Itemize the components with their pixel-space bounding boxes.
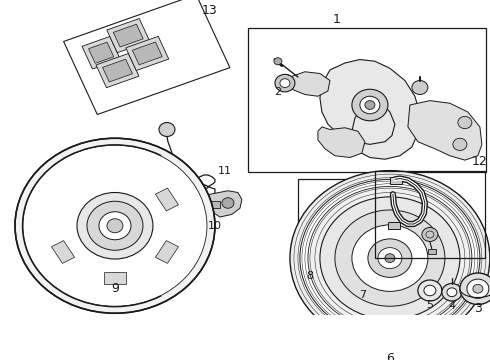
Circle shape <box>460 273 490 305</box>
Circle shape <box>368 223 382 235</box>
Circle shape <box>300 179 480 337</box>
Circle shape <box>365 101 375 109</box>
Text: 6: 6 <box>386 352 394 360</box>
Circle shape <box>352 225 428 291</box>
Circle shape <box>385 254 395 262</box>
Polygon shape <box>318 127 365 158</box>
Bar <box>390 177 402 184</box>
Polygon shape <box>51 240 74 264</box>
Circle shape <box>280 79 290 87</box>
Circle shape <box>23 145 207 306</box>
Polygon shape <box>107 18 150 53</box>
Polygon shape <box>113 24 143 47</box>
Circle shape <box>458 116 472 129</box>
Polygon shape <box>285 72 330 96</box>
Circle shape <box>290 171 490 346</box>
Circle shape <box>330 190 420 269</box>
Polygon shape <box>208 191 242 217</box>
Circle shape <box>275 75 295 92</box>
Polygon shape <box>96 54 139 88</box>
Text: 7: 7 <box>359 290 367 300</box>
Circle shape <box>418 280 442 301</box>
Circle shape <box>99 212 131 240</box>
Polygon shape <box>408 101 482 160</box>
Bar <box>298 179 428 284</box>
Circle shape <box>378 210 385 216</box>
Circle shape <box>355 216 362 222</box>
Bar <box>248 28 486 172</box>
Text: 8: 8 <box>306 271 314 281</box>
Circle shape <box>308 186 472 330</box>
Text: 13: 13 <box>202 4 218 17</box>
Polygon shape <box>126 36 169 71</box>
Circle shape <box>307 242 323 256</box>
Circle shape <box>412 81 428 95</box>
Circle shape <box>274 58 282 65</box>
Circle shape <box>222 198 234 208</box>
Circle shape <box>422 228 438 242</box>
Bar <box>428 249 436 254</box>
Circle shape <box>453 138 467 150</box>
Polygon shape <box>102 59 132 82</box>
Text: 11: 11 <box>218 166 232 176</box>
Polygon shape <box>64 0 230 114</box>
Text: 1: 1 <box>333 13 341 26</box>
Circle shape <box>87 201 143 250</box>
Bar <box>375 171 485 258</box>
Circle shape <box>372 227 378 232</box>
Polygon shape <box>89 42 114 63</box>
Circle shape <box>339 198 411 261</box>
Text: 10: 10 <box>208 221 222 231</box>
Circle shape <box>320 197 460 319</box>
Circle shape <box>352 89 388 121</box>
Text: 5: 5 <box>426 300 433 310</box>
Circle shape <box>424 285 436 296</box>
Polygon shape <box>132 42 162 65</box>
Text: 3: 3 <box>474 302 482 315</box>
Circle shape <box>392 226 398 232</box>
Bar <box>208 201 220 208</box>
Text: 9: 9 <box>111 282 119 295</box>
Text: 4: 4 <box>448 301 455 311</box>
Circle shape <box>378 248 402 269</box>
Circle shape <box>368 239 412 277</box>
Circle shape <box>360 96 380 114</box>
Circle shape <box>335 210 445 306</box>
Polygon shape <box>104 272 126 284</box>
Circle shape <box>378 243 385 249</box>
Circle shape <box>361 217 389 242</box>
Circle shape <box>15 138 215 313</box>
Text: 12: 12 <box>472 156 488 168</box>
Circle shape <box>473 284 483 293</box>
Polygon shape <box>155 188 178 211</box>
Circle shape <box>467 279 489 298</box>
Circle shape <box>159 122 175 136</box>
Bar <box>388 222 400 229</box>
Circle shape <box>355 237 362 243</box>
Bar <box>198 197 212 206</box>
Polygon shape <box>155 240 178 264</box>
Circle shape <box>351 208 399 250</box>
Text: 2: 2 <box>274 87 281 97</box>
Polygon shape <box>82 36 120 69</box>
Polygon shape <box>320 59 420 159</box>
Circle shape <box>107 219 123 233</box>
Circle shape <box>447 288 457 297</box>
Circle shape <box>442 284 462 301</box>
Circle shape <box>77 193 153 259</box>
